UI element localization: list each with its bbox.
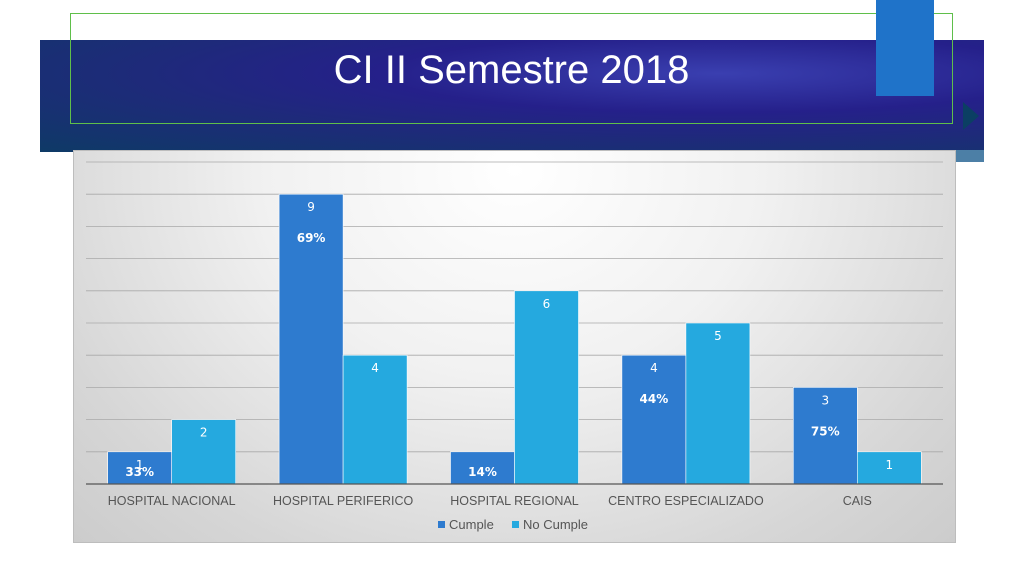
bar-cumple (792, 387, 858, 485)
data-label: 2 (200, 426, 208, 440)
slide-title: CI II Semestre 2018 (333, 48, 690, 92)
title-tab-arrow (963, 102, 979, 130)
category-label: HOSPITAL PERIFERICO (273, 494, 414, 508)
legend-swatch (438, 521, 445, 528)
category-label: CAIS (843, 494, 872, 508)
legend-label: No Cumple (523, 517, 588, 532)
bar-no-cumple (685, 322, 751, 485)
bar-no-cumple (171, 419, 236, 485)
bar-cumple (621, 354, 687, 485)
side-strip (955, 150, 984, 162)
title-band (40, 40, 984, 152)
accent-bar (876, 0, 934, 96)
bar-cumple (278, 193, 344, 485)
percent-label: 69% (297, 231, 326, 245)
data-label: 5 (714, 329, 722, 343)
category-label: HOSPITAL NACIONAL (108, 494, 236, 508)
data-label: 4 (371, 361, 379, 375)
data-label: 6 (543, 297, 551, 311)
data-label: 1 (885, 458, 893, 472)
bar-no-cumple (856, 451, 922, 485)
data-label: 3 (821, 393, 829, 407)
data-label: 9 (307, 200, 315, 214)
data-label: 4 (650, 361, 658, 375)
bar-cumple (107, 451, 172, 485)
category-label: CENTRO ESPECIALIZADO (608, 494, 764, 508)
legend-swatch (512, 521, 519, 528)
bar-cumple (450, 451, 515, 485)
percent-label: 75% (811, 424, 840, 438)
legend-label: Cumple (449, 517, 494, 532)
data-label: 1 (136, 458, 144, 472)
percent-label: 14% (468, 465, 497, 479)
percent-label: 44% (640, 392, 669, 406)
bar-no-cumple (514, 290, 579, 485)
category-label: HOSPITAL REGIONAL (450, 494, 579, 508)
percent-label: 33% (125, 465, 154, 479)
title-frame (70, 13, 953, 124)
bar-no-cumple (342, 354, 408, 485)
